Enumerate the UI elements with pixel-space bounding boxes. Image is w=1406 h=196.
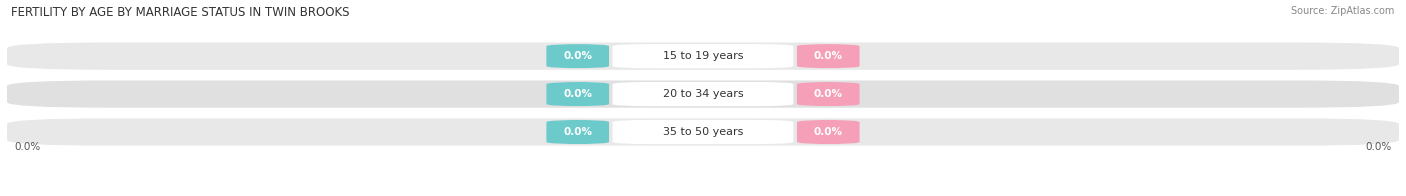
Text: 15 to 19 years: 15 to 19 years xyxy=(662,51,744,61)
FancyBboxPatch shape xyxy=(797,120,859,144)
FancyBboxPatch shape xyxy=(797,82,859,106)
FancyBboxPatch shape xyxy=(7,118,1399,146)
Text: 0.0%: 0.0% xyxy=(1365,142,1392,152)
FancyBboxPatch shape xyxy=(7,80,1399,108)
FancyBboxPatch shape xyxy=(613,82,793,106)
Text: 0.0%: 0.0% xyxy=(814,51,842,61)
Text: 0.0%: 0.0% xyxy=(14,142,41,152)
FancyBboxPatch shape xyxy=(547,120,609,144)
FancyBboxPatch shape xyxy=(613,44,793,68)
Text: 20 to 34 years: 20 to 34 years xyxy=(662,89,744,99)
Text: 0.0%: 0.0% xyxy=(814,89,842,99)
FancyBboxPatch shape xyxy=(7,43,1399,70)
Text: FERTILITY BY AGE BY MARRIAGE STATUS IN TWIN BROOKS: FERTILITY BY AGE BY MARRIAGE STATUS IN T… xyxy=(11,6,350,19)
FancyBboxPatch shape xyxy=(613,120,793,144)
Text: 0.0%: 0.0% xyxy=(814,127,842,137)
Text: Source: ZipAtlas.com: Source: ZipAtlas.com xyxy=(1291,6,1395,16)
FancyBboxPatch shape xyxy=(797,44,859,68)
Text: 0.0%: 0.0% xyxy=(564,51,592,61)
Text: 0.0%: 0.0% xyxy=(564,127,592,137)
FancyBboxPatch shape xyxy=(547,44,609,68)
Text: 35 to 50 years: 35 to 50 years xyxy=(662,127,744,137)
Text: 0.0%: 0.0% xyxy=(564,89,592,99)
FancyBboxPatch shape xyxy=(547,82,609,106)
